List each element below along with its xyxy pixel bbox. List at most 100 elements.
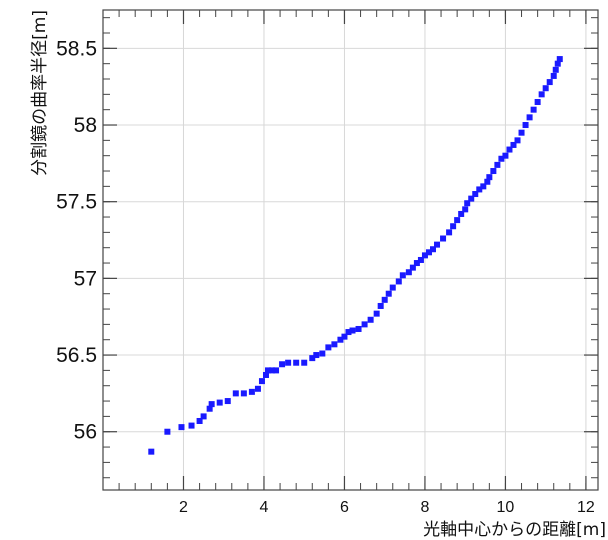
data-point <box>188 422 195 429</box>
x-tick-label: 12 <box>577 499 595 516</box>
data-point <box>395 278 402 285</box>
data-point <box>200 413 207 420</box>
data-point <box>506 146 513 153</box>
plot-frame <box>102 9 599 491</box>
data-point <box>164 428 171 435</box>
data-point <box>554 60 561 67</box>
tick-labels: 2 4 6 8 10 12 56 56.5 57 57.5 58 58.5 <box>56 37 595 516</box>
data-point <box>490 168 497 175</box>
data-point <box>208 401 215 408</box>
data-point <box>349 327 356 334</box>
data-point <box>409 264 416 271</box>
data-point <box>522 122 529 129</box>
y-tick-label: 57 <box>74 267 97 290</box>
data-point <box>462 206 469 213</box>
y-axis-title: 分割鏡の曲率半径[m] <box>30 10 50 176</box>
data-point <box>377 302 384 309</box>
x-tick-label: 8 <box>420 499 429 516</box>
data-point <box>262 371 269 378</box>
data-point <box>534 99 541 106</box>
data-point <box>542 85 549 92</box>
data-point <box>458 210 465 217</box>
data-point <box>224 398 231 405</box>
data-point <box>413 260 420 267</box>
y-tick-label: 58 <box>74 114 97 137</box>
data-point <box>248 388 255 395</box>
y-tick-label: 56 <box>74 421 97 444</box>
data-point <box>446 229 453 236</box>
data-point <box>538 91 545 98</box>
data-point <box>285 359 292 366</box>
data-point <box>381 296 388 303</box>
data-point <box>254 385 261 392</box>
data-point <box>405 269 412 276</box>
data-point <box>309 355 316 362</box>
data-point <box>421 252 428 259</box>
data-point <box>430 246 436 253</box>
data-point <box>425 249 432 256</box>
grid <box>103 10 598 490</box>
data-point <box>385 290 392 297</box>
data-point <box>279 361 286 368</box>
data-point <box>373 310 380 317</box>
data-point <box>476 186 483 193</box>
data-point <box>269 367 276 374</box>
data-point <box>345 329 352 336</box>
data-point <box>196 417 203 424</box>
ticks <box>103 10 598 490</box>
data-point <box>389 284 396 291</box>
data-point <box>464 200 471 207</box>
data-point <box>240 390 247 397</box>
y-tick-label: 57.5 <box>56 191 97 214</box>
data-point <box>355 325 362 332</box>
data-point <box>232 390 239 397</box>
data-point <box>293 359 300 366</box>
data-point <box>258 378 265 385</box>
data-point <box>178 424 185 431</box>
x-tick-label: 4 <box>260 499 269 516</box>
data-point <box>337 336 344 343</box>
data-point <box>434 241 441 248</box>
data-point <box>480 183 487 190</box>
data-point <box>550 72 557 79</box>
data-point <box>498 155 505 162</box>
data-point <box>148 448 155 455</box>
data-point <box>454 217 461 224</box>
x-axis-title: 光軸中心からの距離[m] <box>423 520 606 540</box>
data-point <box>313 352 320 359</box>
data-point <box>510 141 517 148</box>
data-point <box>556 56 563 63</box>
data-point <box>265 367 271 374</box>
data-point <box>417 256 424 263</box>
data-point <box>472 191 479 198</box>
data-point <box>341 333 348 340</box>
data-point <box>526 114 533 121</box>
x-tick-label: 6 <box>340 499 349 516</box>
data-point <box>450 223 457 230</box>
data-point <box>399 272 406 279</box>
data-point <box>546 79 553 86</box>
data-point <box>361 321 368 328</box>
data-point <box>518 129 525 136</box>
data-point <box>319 350 326 357</box>
data-point <box>301 359 308 366</box>
data-point <box>273 367 280 374</box>
data-point <box>206 405 213 412</box>
data-point <box>325 344 332 351</box>
y-tick-label: 56.5 <box>56 344 97 367</box>
data-point <box>484 178 491 185</box>
data-point <box>530 106 537 113</box>
x-tick-label: 10 <box>497 499 515 516</box>
data-point <box>552 66 559 73</box>
data-point <box>216 399 223 406</box>
x-tick-label: 2 <box>179 499 188 516</box>
data-point <box>440 235 447 242</box>
data-point <box>468 195 475 202</box>
data-point <box>367 316 374 323</box>
data-point <box>502 152 509 159</box>
data-points <box>148 56 563 455</box>
data-point <box>486 174 493 181</box>
data-point <box>514 137 521 144</box>
data-point <box>494 161 501 168</box>
